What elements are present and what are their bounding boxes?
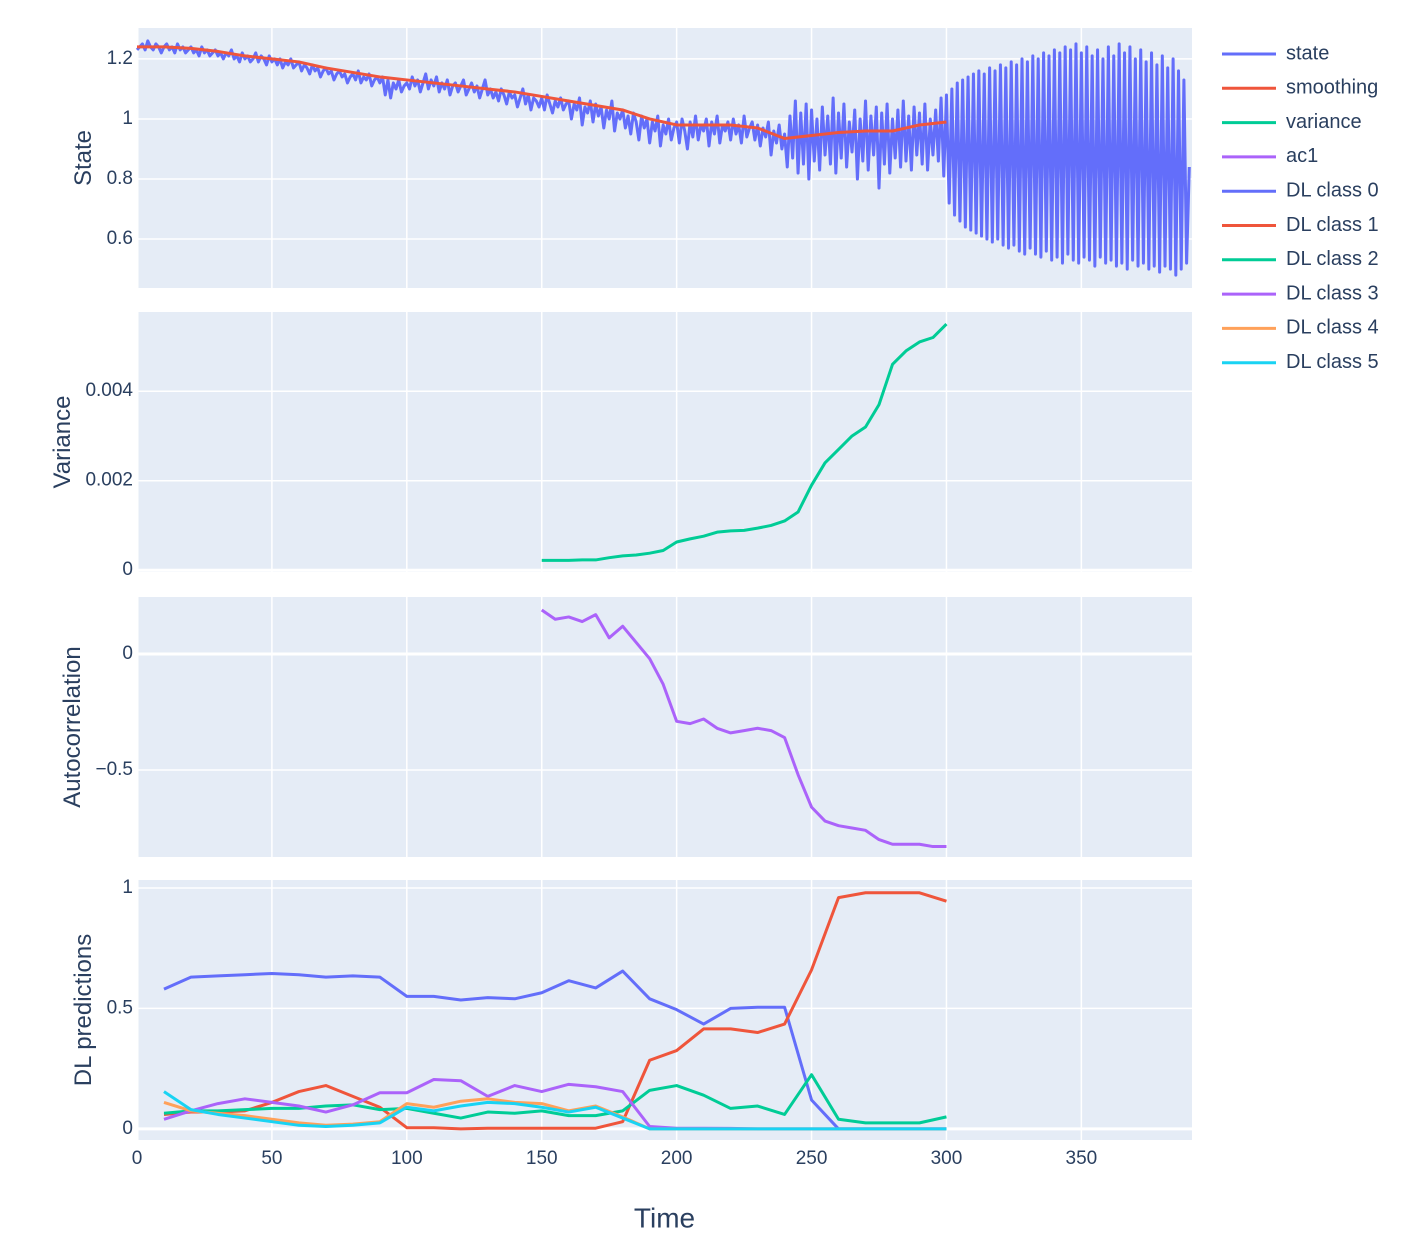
y-axis-title: DL predictions (70, 934, 97, 1087)
y-tick-label: 1 (122, 877, 133, 898)
legend-label: DL class 5 (1286, 351, 1379, 373)
line-series (540, 608, 947, 849)
y-tick-label: −0.5 (95, 759, 133, 780)
line-series (541, 323, 948, 562)
y-tick-label: 1.2 (107, 48, 133, 69)
legend-label: DL class 1 (1286, 214, 1379, 236)
line-series (137, 45, 947, 140)
legend-label: ac1 (1286, 145, 1318, 167)
x-tick-label: 0 (132, 1148, 143, 1169)
y-tick-label: 0 (122, 1118, 133, 1139)
y-tick-label: 0.6 (107, 228, 133, 249)
legend-label: DL class 0 (1286, 179, 1379, 201)
y-tick-label: 0.8 (107, 168, 133, 189)
y-axis-title: Autocorrelation (59, 646, 86, 807)
x-tick-label: 350 (1066, 1148, 1098, 1169)
x-tick-label: 250 (796, 1148, 828, 1169)
y-tick-label: 0.5 (107, 997, 133, 1018)
legend-label: DL class 2 (1286, 248, 1379, 270)
line-series (163, 969, 947, 1131)
line-series (163, 1073, 947, 1125)
y-axis-title: State (70, 130, 97, 186)
y-tick-label: 0 (122, 559, 133, 580)
plot-area (137, 880, 1192, 1140)
x-tick-label: 150 (526, 1148, 558, 1169)
y-tick-label: 0.002 (85, 470, 133, 491)
y-tick-label: 0 (122, 643, 133, 664)
line-series (163, 1090, 947, 1131)
legend-label: smoothing (1286, 77, 1378, 99)
x-axis-title: Time (634, 1202, 695, 1233)
y-axis-title: Variance (49, 396, 76, 489)
plot-area (137, 312, 1192, 572)
x-tick-label: 300 (931, 1148, 963, 1169)
legend-label: DL class 4 (1286, 317, 1379, 339)
plot-area (137, 597, 1192, 857)
legend-label: DL class 3 (1286, 282, 1379, 304)
x-tick-label: 100 (391, 1148, 423, 1169)
y-tick-label: 0.004 (85, 380, 133, 401)
legend-label: state (1286, 42, 1329, 64)
line-series (163, 891, 947, 1131)
x-tick-label: 200 (661, 1148, 693, 1169)
y-tick-label: 1 (122, 108, 133, 129)
x-tick-label: 50 (261, 1148, 282, 1169)
legend-label: variance (1286, 111, 1362, 133)
